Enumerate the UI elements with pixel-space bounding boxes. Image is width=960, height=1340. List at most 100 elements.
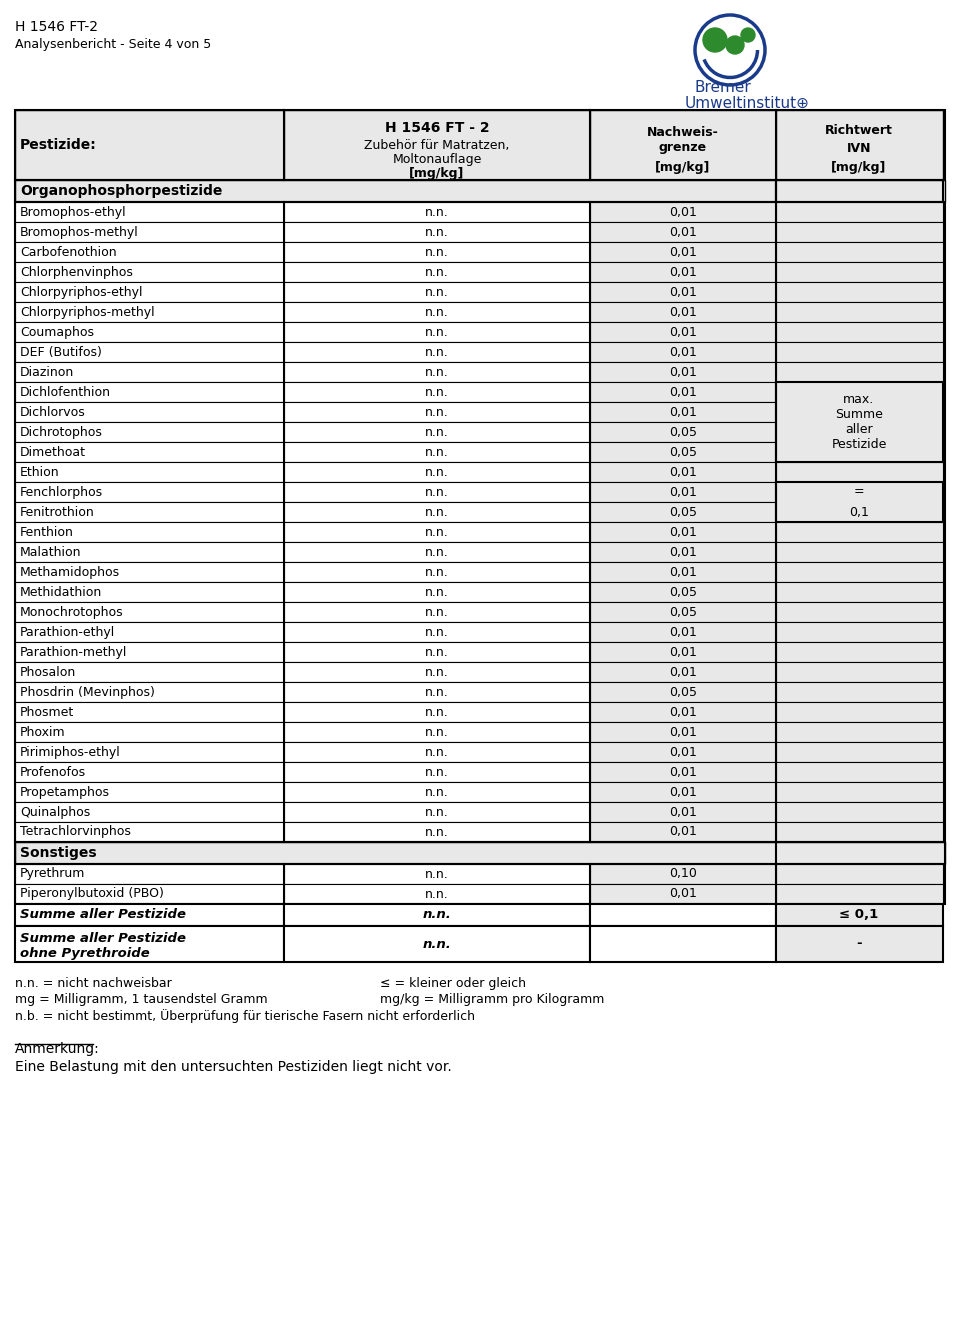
Text: Moltonauflage: Moltonauflage: [393, 153, 482, 166]
Bar: [776, 302, 943, 322]
Text: Methidathion: Methidathion: [20, 586, 103, 599]
Text: Quinalphos: Quinalphos: [20, 805, 90, 819]
Bar: [284, 382, 590, 402]
Text: n.n.: n.n.: [425, 705, 449, 718]
Bar: [776, 762, 943, 783]
Bar: [590, 243, 776, 263]
Bar: [15, 243, 284, 263]
Bar: [15, 602, 284, 622]
Bar: [284, 442, 590, 462]
Bar: [776, 222, 943, 243]
Bar: [284, 302, 590, 322]
Bar: [776, 342, 943, 362]
Bar: [284, 762, 590, 783]
Text: n.n.: n.n.: [425, 646, 449, 658]
Bar: [590, 110, 776, 180]
Bar: [590, 502, 776, 523]
Bar: [15, 362, 284, 382]
Bar: [15, 523, 284, 541]
Circle shape: [703, 28, 727, 52]
Text: Methamidophos: Methamidophos: [20, 565, 120, 579]
Bar: [284, 602, 590, 622]
Bar: [284, 263, 590, 281]
Bar: [284, 821, 590, 842]
Bar: [15, 422, 284, 442]
Bar: [284, 905, 590, 926]
Text: n.n.: n.n.: [425, 465, 449, 478]
Text: n.n.: n.n.: [425, 205, 449, 218]
Bar: [284, 702, 590, 722]
Bar: [15, 622, 284, 642]
Bar: [15, 821, 284, 842]
Bar: [15, 202, 284, 222]
Bar: [15, 110, 284, 180]
Text: n.n.: n.n.: [425, 406, 449, 418]
Text: 0,05: 0,05: [669, 606, 697, 619]
Text: n.n.: n.n.: [425, 265, 449, 279]
Text: 0,01: 0,01: [669, 565, 697, 579]
Text: IVN: IVN: [847, 142, 872, 154]
Text: Tetrachlorvinphos: Tetrachlorvinphos: [20, 825, 131, 839]
Bar: [590, 864, 776, 884]
Text: Nachweis-: Nachweis-: [647, 126, 719, 138]
Text: [mg/kg]: [mg/kg]: [409, 166, 465, 180]
Bar: [590, 222, 776, 243]
Text: Fenitrothion: Fenitrothion: [20, 505, 95, 519]
Text: Fenthion: Fenthion: [20, 525, 74, 539]
Text: 0,10: 0,10: [669, 867, 697, 880]
Bar: [776, 322, 943, 342]
Bar: [284, 322, 590, 342]
Bar: [590, 342, 776, 362]
Bar: [590, 642, 776, 662]
Text: mg = Milligramm, 1 tausendstel Gramm: mg = Milligramm, 1 tausendstel Gramm: [15, 993, 268, 1006]
Bar: [590, 803, 776, 821]
Bar: [590, 905, 776, 926]
Bar: [590, 722, 776, 742]
Text: Profenofos: Profenofos: [20, 765, 86, 779]
Bar: [776, 442, 943, 462]
Bar: [15, 762, 284, 783]
Bar: [590, 702, 776, 722]
Bar: [284, 682, 590, 702]
Bar: [776, 783, 943, 803]
Bar: [284, 561, 590, 582]
Bar: [590, 322, 776, 342]
Text: 0,01: 0,01: [669, 406, 697, 418]
Bar: [15, 742, 284, 762]
Text: Dichlofenthion: Dichlofenthion: [20, 386, 111, 398]
Text: Parathion-methyl: Parathion-methyl: [20, 646, 128, 658]
Text: Diazinon: Diazinon: [20, 366, 74, 378]
Text: Chlorpyriphos-methyl: Chlorpyriphos-methyl: [20, 306, 155, 319]
Text: 0,01: 0,01: [669, 725, 697, 738]
Text: 0,05: 0,05: [669, 586, 697, 599]
Text: mg/kg = Milligramm pro Kilogramm: mg/kg = Milligramm pro Kilogramm: [380, 993, 605, 1006]
Text: 0,1: 0,1: [849, 505, 869, 519]
Text: 0,05: 0,05: [669, 445, 697, 458]
Text: 0,01: 0,01: [669, 366, 697, 378]
Text: 0,01: 0,01: [669, 765, 697, 779]
Text: Piperonylbutoxid (PBO): Piperonylbutoxid (PBO): [20, 887, 164, 900]
Bar: [15, 642, 284, 662]
Bar: [284, 582, 590, 602]
Text: Umweltinstitut⊕: Umweltinstitut⊕: [685, 95, 810, 110]
Bar: [590, 442, 776, 462]
Bar: [15, 263, 284, 281]
Bar: [15, 842, 945, 864]
Bar: [15, 402, 284, 422]
Bar: [776, 362, 943, 382]
Bar: [776, 561, 943, 582]
Bar: [15, 582, 284, 602]
Text: 0,01: 0,01: [669, 386, 697, 398]
Bar: [776, 382, 943, 402]
Bar: [590, 821, 776, 842]
Circle shape: [726, 36, 744, 54]
Bar: [590, 462, 776, 482]
Text: Bromophos-methyl: Bromophos-methyl: [20, 225, 139, 239]
Text: Parathion-ethyl: Parathion-ethyl: [20, 626, 115, 638]
Bar: [590, 561, 776, 582]
Circle shape: [741, 28, 755, 42]
Bar: [776, 180, 943, 202]
Text: 0,01: 0,01: [669, 485, 697, 498]
Bar: [15, 884, 284, 905]
Text: n.n.: n.n.: [425, 386, 449, 398]
